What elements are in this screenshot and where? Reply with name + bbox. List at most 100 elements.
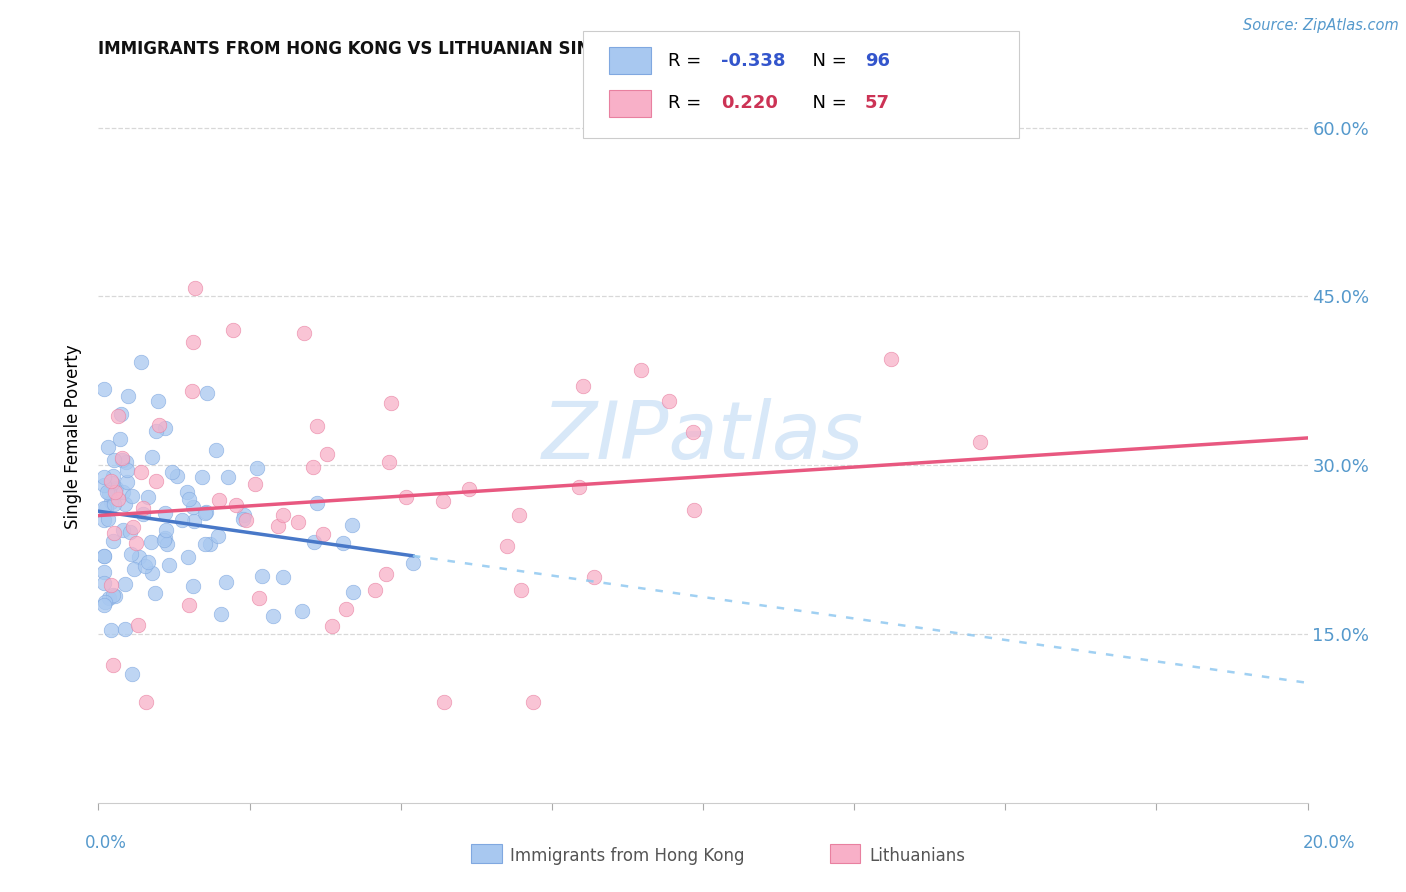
Point (155, 523, 177, 537)
Point (658, 394, 681, 409)
Point (432, 493, 454, 508)
Point (287, 515, 309, 529)
Point (148, 393, 170, 408)
Point (100, 474, 122, 488)
Point (177, 492, 200, 507)
Point (93, 599, 115, 613)
Point (156, 537, 179, 551)
Point (194, 536, 217, 550)
Text: R =: R = (668, 95, 713, 112)
Point (177, 549, 200, 564)
Point (432, 694, 454, 708)
Point (93, 512, 115, 526)
Point (335, 602, 357, 616)
Point (139, 535, 162, 549)
Point (145, 474, 167, 488)
Point (94, 500, 117, 515)
Point (457, 482, 479, 496)
Point (181, 500, 204, 515)
Text: 0.220: 0.220 (721, 95, 778, 112)
Text: 96: 96 (865, 52, 890, 70)
Point (510, 582, 533, 597)
Point (134, 694, 156, 708)
Point (117, 389, 139, 403)
Point (114, 622, 136, 636)
Point (125, 536, 148, 550)
Point (112, 484, 135, 499)
Point (100, 577, 122, 591)
Point (93, 549, 115, 563)
Text: N =: N = (801, 52, 853, 70)
Point (136, 490, 159, 504)
Point (315, 447, 337, 461)
Point (571, 379, 593, 393)
Point (166, 468, 188, 483)
Point (340, 517, 363, 532)
Point (522, 694, 544, 708)
Point (209, 607, 232, 621)
Point (120, 524, 142, 539)
Point (222, 324, 245, 338)
Point (235, 513, 257, 527)
Point (132, 501, 155, 516)
Point (115, 463, 138, 477)
Point (153, 421, 176, 435)
Point (94, 595, 117, 609)
Point (267, 519, 290, 533)
Point (111, 450, 134, 465)
Point (100, 624, 122, 638)
Point (111, 452, 134, 467)
Point (101, 475, 124, 490)
Point (129, 354, 152, 368)
Point (630, 362, 652, 376)
Point (112, 524, 135, 538)
Y-axis label: Single Female Poverty: Single Female Poverty (65, 345, 83, 529)
Point (143, 586, 166, 600)
Text: 0.0%: 0.0% (84, 834, 127, 852)
Point (217, 470, 239, 484)
Point (128, 550, 150, 565)
Text: 20.0%: 20.0% (1302, 834, 1355, 852)
Point (103, 589, 125, 603)
Point (93, 382, 115, 396)
Point (160, 466, 183, 480)
Point (103, 452, 125, 467)
Point (93, 477, 115, 491)
Point (305, 495, 328, 509)
Text: R =: R = (668, 52, 707, 70)
Text: ZIPatlas: ZIPatlas (541, 398, 865, 476)
Text: N =: N = (801, 95, 853, 112)
Point (148, 417, 170, 432)
Point (205, 442, 228, 457)
Point (93, 469, 115, 483)
Point (302, 535, 325, 549)
Point (233, 508, 256, 522)
Point (101, 469, 124, 483)
Point (194, 506, 217, 520)
Point (208, 493, 231, 508)
Point (122, 562, 145, 576)
Point (683, 503, 706, 517)
Point (107, 409, 129, 423)
Point (342, 585, 364, 599)
Point (271, 508, 294, 523)
Point (880, 351, 903, 366)
Point (191, 470, 214, 484)
Point (292, 326, 315, 340)
Point (176, 485, 198, 500)
Point (97, 511, 120, 525)
Point (243, 476, 266, 491)
Point (115, 475, 138, 489)
Text: Lithuanians: Lithuanians (869, 847, 965, 865)
Point (103, 588, 125, 602)
Point (93, 501, 115, 516)
Point (107, 492, 129, 507)
Point (93, 575, 115, 590)
Point (332, 536, 354, 550)
Point (262, 608, 284, 623)
Point (568, 480, 591, 494)
Point (183, 281, 205, 295)
Point (121, 667, 143, 681)
Point (104, 484, 127, 499)
Point (177, 599, 200, 613)
